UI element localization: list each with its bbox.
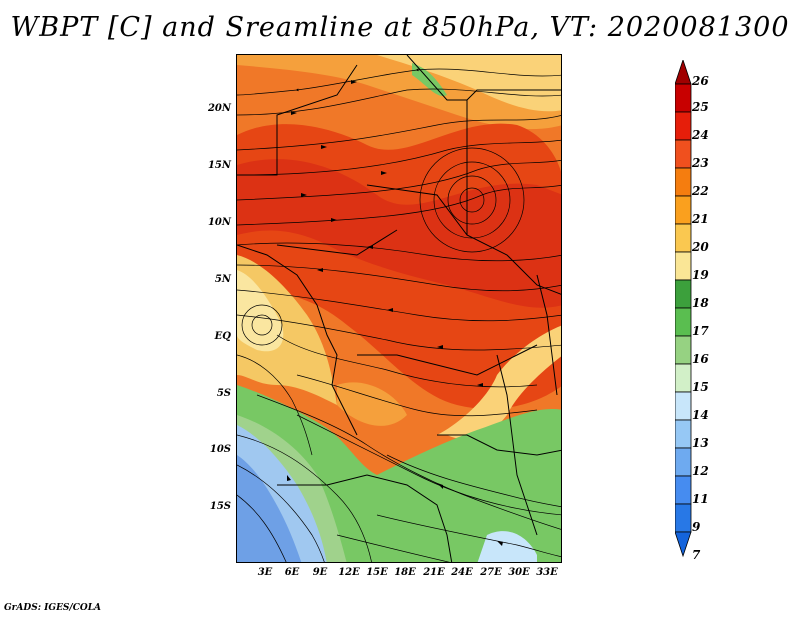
colorbar-segment xyxy=(675,503,692,533)
west-coast-lightest xyxy=(237,270,284,352)
cold-tongue-inner xyxy=(237,455,302,562)
colorbar-label: 19 xyxy=(692,268,709,282)
colorbar-label: 13 xyxy=(692,436,709,450)
colorbar-segment xyxy=(675,363,692,393)
colorbar-segment xyxy=(675,167,692,197)
colorbar-label: 14 xyxy=(692,408,709,422)
colorbar-segment xyxy=(675,111,692,141)
colorbar-label: 9 xyxy=(692,520,701,534)
colorbar-segments xyxy=(675,60,692,558)
lat-label-5s: 5S xyxy=(216,388,231,399)
mid-warm-patch xyxy=(337,382,407,426)
country-borders xyxy=(237,55,561,562)
colorbar-segment xyxy=(675,335,692,365)
lat-label-10s: 10S xyxy=(209,444,231,455)
colorbar-label: 16 xyxy=(692,352,709,366)
map-panel xyxy=(236,54,562,563)
colorbar-label: 11 xyxy=(692,492,709,506)
lat-label-5n: 5N xyxy=(214,274,231,285)
colorbar-segment xyxy=(675,475,692,505)
lake-zone xyxy=(477,531,537,562)
colorbar-segment xyxy=(675,139,692,169)
lat-label-15s: 15S xyxy=(209,501,231,512)
lon-label-9e: 9E xyxy=(312,567,328,578)
colorbar-label: 15 xyxy=(692,380,709,394)
colorbar-segment xyxy=(675,279,692,309)
lon-label-18e: 18E xyxy=(394,567,416,578)
streamline-arrows xyxy=(287,80,503,546)
lon-label-27e: 27E xyxy=(480,567,502,578)
colorbar-label: 25 xyxy=(692,100,709,114)
colorbar-segment xyxy=(675,531,692,558)
colorbar-label: 20 xyxy=(692,240,709,254)
map-title: WBPT [C] and Sreamline at 850hPa, VT: 20… xyxy=(10,12,790,43)
lat-label-15n: 15N xyxy=(207,160,231,171)
hot-inner-core xyxy=(237,159,561,308)
lon-label-24e: 24E xyxy=(451,567,473,578)
lat-label-eq: EQ xyxy=(214,331,231,342)
colorbar-label: 22 xyxy=(692,184,709,198)
colorbar-label: 26 xyxy=(692,74,709,88)
colorbar-segment xyxy=(675,83,692,113)
lon-label-30e: 30E xyxy=(508,567,530,578)
lon-label-15e: 15E xyxy=(366,567,388,578)
colorbar-label: 23 xyxy=(692,156,709,170)
colorbar-segment xyxy=(675,195,692,225)
east-pale-zone xyxy=(437,325,561,439)
colorbar-label: 24 xyxy=(692,128,709,142)
lon-label-12e: 12E xyxy=(338,567,360,578)
colorbar-label: 12 xyxy=(692,464,709,478)
colorbar-segment xyxy=(675,447,692,477)
footer-credit: GrADS: IGES/COLA xyxy=(4,603,102,613)
colorbar xyxy=(675,60,692,558)
lat-label-10n: 10N xyxy=(207,217,231,228)
colorbar-label: 17 xyxy=(692,324,709,338)
field-map xyxy=(237,55,561,562)
colorbar-segment xyxy=(675,223,692,253)
colorbar-label: 21 xyxy=(692,212,709,226)
colorbar-label: 18 xyxy=(692,296,709,310)
north-green-patch xyxy=(412,63,447,96)
colorbar-segment xyxy=(675,419,692,449)
lon-label-33e: 33E xyxy=(536,567,558,578)
colorbar-label: 7 xyxy=(692,548,701,562)
lon-label-21e: 21E xyxy=(423,567,445,578)
colorbar-segment xyxy=(675,60,692,85)
lon-label-3e: 3E xyxy=(257,567,273,578)
colorbar-segment xyxy=(675,307,692,337)
streamlines xyxy=(237,68,561,562)
colorbar-segment xyxy=(675,251,692,281)
lon-label-6e: 6E xyxy=(284,567,300,578)
lat-label-20n: 20N xyxy=(207,103,231,114)
colorbar-segment xyxy=(675,391,692,421)
